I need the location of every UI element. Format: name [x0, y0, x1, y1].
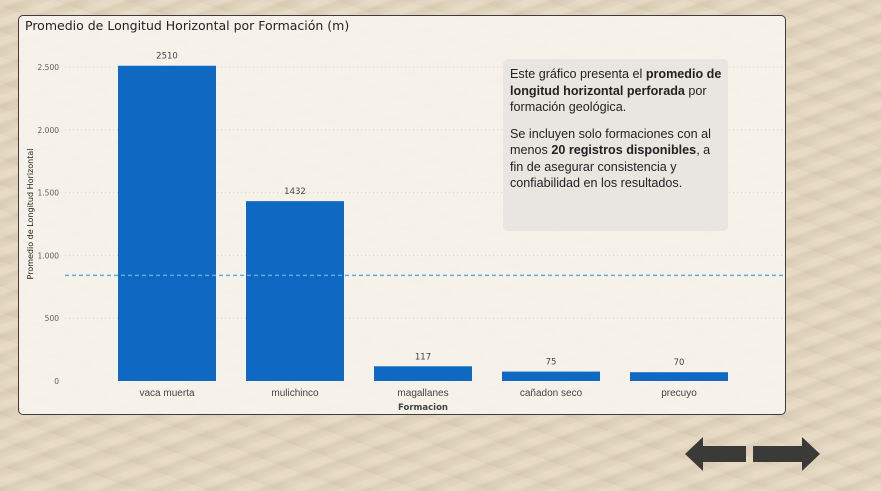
- x-axis-label: Formacion: [398, 403, 448, 413]
- y-tick-label: 2.500: [38, 63, 60, 72]
- y-axis-label: Promedio de Longitud Horizontal: [26, 149, 35, 280]
- arrow-right-icon[interactable]: [753, 437, 821, 471]
- note-paragraph-1: Este gráfico presenta el promedio de lon…: [510, 66, 722, 116]
- x-tick-label: cañadon seco: [520, 388, 583, 399]
- x-tick-label: precuyo: [661, 388, 697, 399]
- y-tick-label: 2.000: [38, 126, 60, 135]
- note-bold-text: 20 registros disponibles: [551, 143, 697, 157]
- data-label: 1432: [284, 187, 306, 197]
- y-tick-label: 1.000: [38, 251, 60, 260]
- data-label: 117: [415, 352, 431, 362]
- info-note: Este gráfico presenta el promedio de lon…: [503, 59, 728, 231]
- data-label: 70: [674, 358, 685, 368]
- bar[interactable]: [118, 65, 216, 381]
- data-label: 75: [546, 358, 557, 368]
- note-bold-text: promedio de longitud horizontal perforad…: [510, 67, 722, 98]
- y-tick-label: 1.500: [38, 189, 60, 198]
- x-axis-ticks: vaca muerta mulichinco magallanes cañadon s…: [139, 388, 697, 399]
- bars: [118, 65, 728, 381]
- bar[interactable]: [374, 366, 472, 381]
- bar[interactable]: [502, 371, 600, 381]
- x-tick-label: mulichinco: [271, 388, 319, 399]
- bar-chart: 0 500 1.000 1.500 2.000 2.500 2510 1432 117 75 70…: [26, 52, 785, 413]
- arrow-left-icon[interactable]: [685, 437, 747, 471]
- note-text: Este gráfico presenta el: [510, 67, 646, 81]
- bar[interactable]: [630, 372, 728, 381]
- note-text: por formación geológica.: [510, 83, 707, 115]
- data-labels: 2510 1432 117 75 70: [156, 52, 684, 368]
- note-text: Se incluyen solo formaciones con al meno…: [510, 126, 711, 158]
- y-tick-label: 0: [54, 377, 59, 386]
- note-text: , a fin de asegurar consistencia y confi…: [510, 143, 711, 190]
- y-tick-label: 500: [45, 314, 60, 323]
- x-tick-label: magallanes: [397, 388, 448, 399]
- note-paragraph-2: Se incluyen solo formaciones con al meno…: [510, 126, 722, 192]
- y-axis-ticks: 0 500 1.000 1.500 2.000 2.500: [38, 63, 60, 386]
- data-label: 2510: [156, 52, 178, 62]
- chart-card: Promedio de Longitud Horizontal por Form…: [18, 15, 786, 415]
- bar[interactable]: [246, 201, 344, 381]
- x-tick-label: vaca muerta: [139, 388, 194, 399]
- chart-title: Promedio de Longitud Horizontal por Form…: [25, 18, 350, 33]
